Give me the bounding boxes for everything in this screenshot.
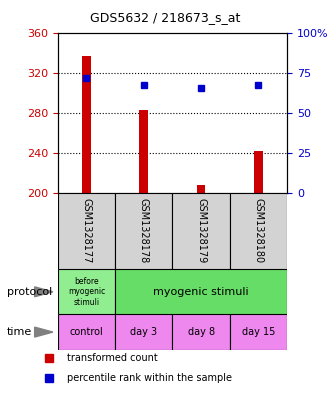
Text: control: control	[70, 327, 103, 337]
Text: before
myogenic
stimuli: before myogenic stimuli	[68, 277, 105, 307]
Text: myogenic stimuli: myogenic stimuli	[153, 287, 249, 297]
Text: percentile rank within the sample: percentile rank within the sample	[67, 373, 232, 383]
Bar	[82, 56, 91, 193]
Bar	[197, 185, 205, 193]
Bar	[115, 269, 287, 314]
Bar	[173, 193, 230, 269]
Polygon shape	[35, 327, 53, 337]
Bar	[140, 110, 148, 193]
Bar	[115, 193, 173, 269]
Text: GSM1328177: GSM1328177	[82, 198, 91, 264]
Bar	[254, 151, 263, 193]
Bar	[58, 193, 115, 269]
Bar	[230, 193, 287, 269]
Text: day 15: day 15	[242, 327, 275, 337]
Bar	[115, 314, 173, 350]
Text: transformed count: transformed count	[67, 353, 158, 364]
Text: time: time	[7, 327, 32, 337]
Text: GDS5632 / 218673_s_at: GDS5632 / 218673_s_at	[90, 11, 240, 24]
Bar	[230, 314, 287, 350]
Text: protocol: protocol	[7, 287, 52, 297]
Text: day 3: day 3	[130, 327, 157, 337]
Bar	[173, 314, 230, 350]
Text: GSM1328179: GSM1328179	[196, 198, 206, 264]
Text: GSM1328180: GSM1328180	[253, 198, 263, 263]
Bar	[58, 314, 115, 350]
Text: GSM1328178: GSM1328178	[139, 198, 149, 264]
Bar	[58, 269, 115, 314]
Polygon shape	[35, 287, 53, 297]
Text: day 8: day 8	[187, 327, 214, 337]
